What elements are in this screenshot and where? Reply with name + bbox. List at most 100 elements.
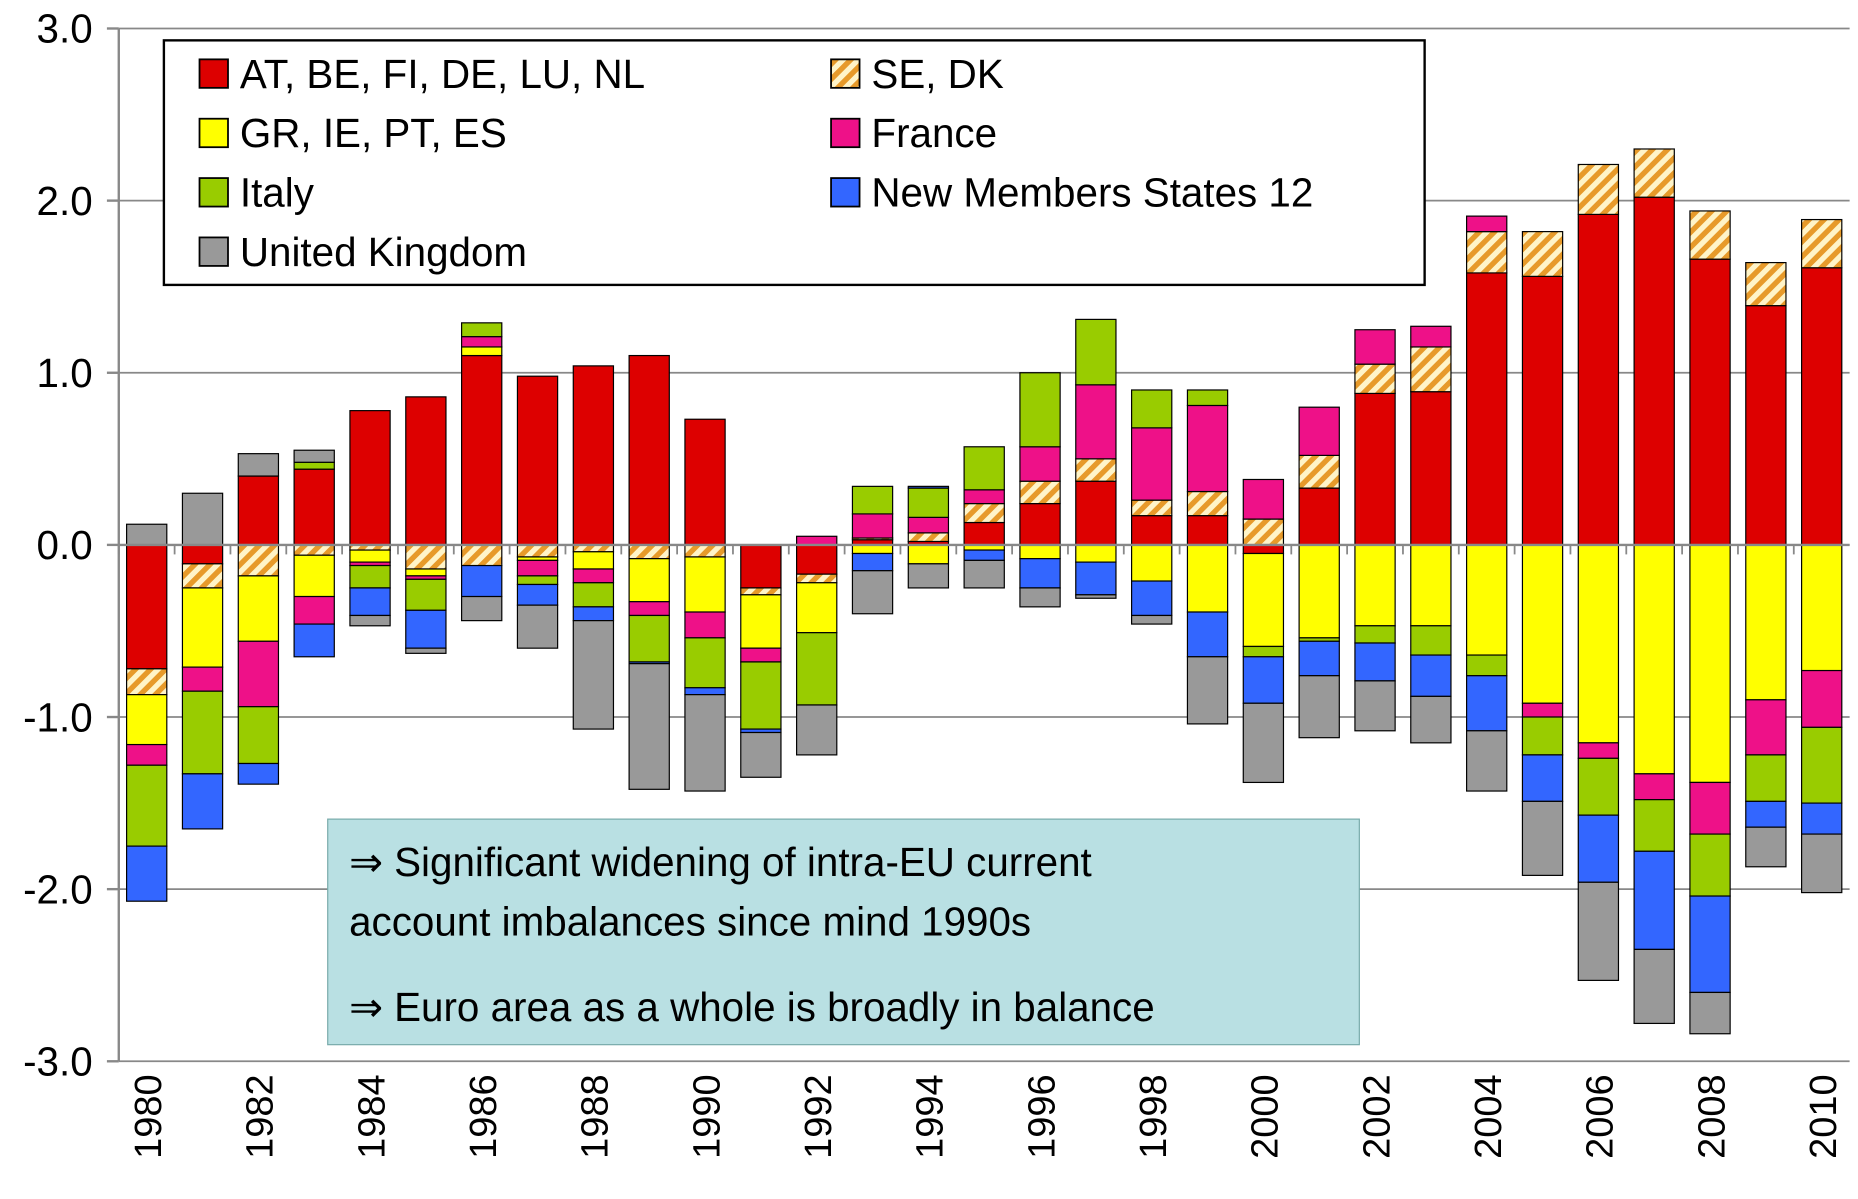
bar-segment <box>237 640 280 708</box>
legend-swatch <box>198 58 229 89</box>
bar-segment <box>516 575 559 586</box>
bar-segment <box>1801 669 1843 728</box>
bar-segment <box>572 551 615 570</box>
bar-segment <box>963 489 1005 505</box>
bar-segment <box>405 396 447 546</box>
bar-segment <box>1019 502 1061 546</box>
bar-segment <box>1075 561 1117 596</box>
bar-segment <box>1354 392 1396 546</box>
bar-segment <box>1298 544 1340 639</box>
bar-segment <box>1466 272 1508 546</box>
legend-swatch <box>830 117 861 149</box>
bar-segment <box>181 563 224 589</box>
bar-segment <box>907 544 950 565</box>
bar-segment <box>1131 389 1173 429</box>
bar-segment <box>1521 716 1564 756</box>
bar-segment <box>1801 833 1843 894</box>
bar-segment <box>1186 544 1229 613</box>
legend-swatch <box>830 177 861 208</box>
bar-segment <box>963 559 1005 589</box>
bar-segment <box>1354 363 1396 395</box>
bar-segment <box>1521 231 1564 277</box>
bar-segment <box>851 485 894 515</box>
bar-segment <box>1019 446 1061 482</box>
bar-segment <box>572 606 615 622</box>
bar-segment <box>1354 680 1396 732</box>
legend-label: GR, IE, PT, ES <box>240 110 507 156</box>
bar-segment <box>796 704 838 756</box>
x-tick-label: 1980 <box>128 1074 170 1158</box>
bar-segment <box>1075 594 1117 599</box>
bar-segment <box>1633 948 1675 1025</box>
bar-segment <box>1131 515 1173 546</box>
y-tick-label: -1.0 <box>23 694 93 740</box>
bar-segment <box>1075 458 1117 482</box>
bar-segment <box>349 587 391 617</box>
bar-segment <box>461 564 503 598</box>
legend-swatch <box>198 236 229 267</box>
bar-segment <box>1410 544 1452 627</box>
bar-segment <box>1186 656 1229 725</box>
bar-segment <box>1633 148 1675 198</box>
bar-segment <box>796 573 838 584</box>
bar-segment <box>181 690 224 775</box>
bar-segment <box>1019 480 1061 505</box>
x-tick-label: 2000 <box>1245 1074 1287 1158</box>
bar-segment <box>1410 346 1452 393</box>
bar-segment <box>1186 490 1229 517</box>
bar-segment <box>1298 406 1340 456</box>
bar-segment <box>1019 372 1061 448</box>
bar-segment <box>293 468 335 546</box>
bar-segment <box>293 544 335 556</box>
bar-segment <box>181 773 224 830</box>
bar-segment <box>516 583 559 606</box>
x-tick-label: 1988 <box>575 1074 617 1158</box>
bar-segment <box>293 461 335 470</box>
bar-segment <box>907 563 950 589</box>
bar-segment <box>684 687 726 696</box>
bar-segment <box>461 354 503 546</box>
bar-segment <box>349 614 391 627</box>
bar-segment <box>1801 267 1843 546</box>
bar-segment <box>1633 850 1675 950</box>
bar-segment <box>181 544 224 565</box>
bar-segment <box>1521 544 1564 704</box>
bar-segment <box>1410 391 1452 546</box>
bar-segment <box>740 594 782 649</box>
bar-segment <box>1577 881 1620 981</box>
legend-swatch <box>198 117 229 149</box>
bar-segment <box>1242 518 1285 546</box>
bar-segment <box>405 544 447 570</box>
bar-segment <box>181 666 224 692</box>
bar-segment <box>1577 757 1620 816</box>
x-tick-label: 2002 <box>1356 1074 1398 1158</box>
bar-segment <box>1521 702 1564 718</box>
bar-segment <box>1131 580 1173 617</box>
bar-segment <box>851 513 894 539</box>
bar-segment <box>1466 544 1508 656</box>
legend-label: Italy <box>240 170 315 216</box>
x-tick-label: 2004 <box>1468 1074 1510 1158</box>
bar-segment <box>405 647 447 654</box>
bar-segment <box>963 549 1005 561</box>
bar-segment <box>1354 544 1396 627</box>
bar-segment <box>126 544 168 670</box>
bar-segment <box>628 601 670 617</box>
bar-segment <box>572 582 615 608</box>
bar-segment <box>628 558 670 603</box>
bar-segment <box>237 544 280 577</box>
bar-segment <box>1689 258 1731 546</box>
bar-segment <box>963 502 1005 524</box>
bar-segment <box>1075 544 1117 563</box>
bar-segment <box>796 582 838 634</box>
bar-segment <box>628 544 670 560</box>
bar-segment <box>181 587 224 668</box>
x-tick-label: 1998 <box>1133 1074 1175 1158</box>
y-tick-label: 1.0 <box>37 350 93 396</box>
x-tick-label: 1992 <box>798 1074 840 1158</box>
bar-segment <box>1410 654 1452 697</box>
bar-segment <box>1745 544 1787 701</box>
annotation-box <box>327 818 1360 1046</box>
bar-segment <box>1242 478 1285 520</box>
